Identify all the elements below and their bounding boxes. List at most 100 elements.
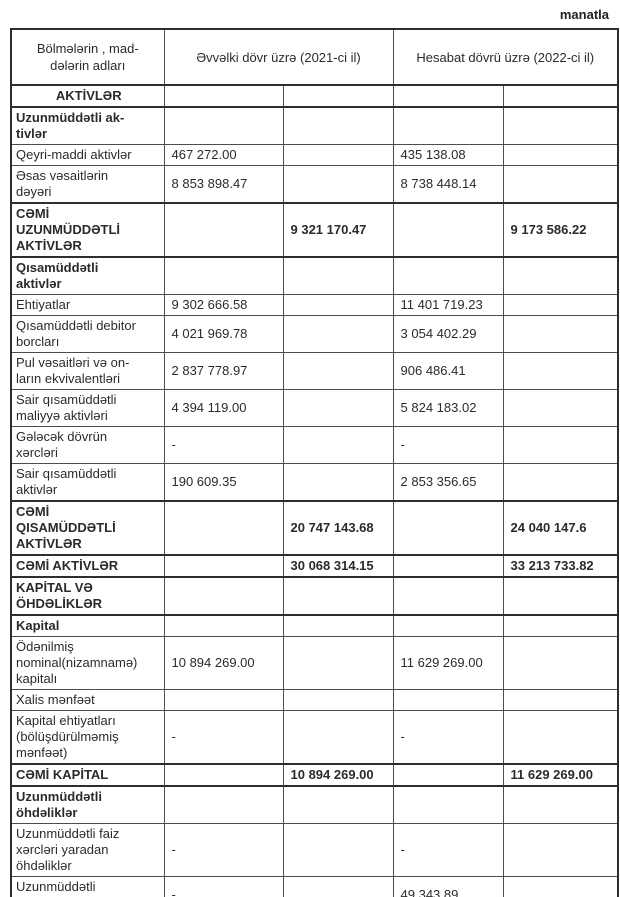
prev-period-total-cell: 9 321 170.47 [282, 202, 394, 258]
prev-period-value-cell: 190 609.35 [163, 463, 284, 502]
row-label-cell: CƏMİ UZUNMÜDDƏTLİ AKTİVLƏR [10, 202, 165, 258]
table-row: Xalis mənfəət [10, 689, 619, 711]
row-label-cell: Sair qısamüddətli aktivlər [10, 463, 165, 502]
table-row: Qısamüddətli aktivlər [10, 256, 619, 295]
prev-period-value-cell [163, 202, 284, 258]
row-label-cell: Əsas vəsaitlərin dəyəri [10, 165, 165, 204]
row-label-cell: Qısamüddətli debitor borcları [10, 315, 165, 353]
table-row: Kapital ehtiyatları (bölüşdürülməmiş mən… [10, 710, 619, 765]
table-body: AKTİVLƏR Uzunmüddətli ak- tivlər Qeyri-m… [10, 84, 619, 897]
table-row: Qısamüddətli debitor borcları 4 021 969.… [10, 315, 619, 353]
prev-period-value-cell [163, 763, 284, 787]
curr-period-total-cell [502, 294, 619, 316]
row-label-cell: Xalis mənfəət [10, 689, 165, 711]
prev-period-total-cell [282, 144, 394, 166]
curr-period-value-cell: 2 853 356.65 [392, 463, 504, 502]
prev-period-total-cell [282, 710, 394, 765]
curr-period-value-cell [392, 500, 504, 556]
curr-period-total-cell [502, 689, 619, 711]
prev-period-total-cell [282, 823, 394, 877]
row-label-cell: KAPİTAL VƏ ÖHDƏLİKLƏR [10, 576, 165, 616]
table-row: Sair qısamüddətli maliyyə aktivləri 4 39… [10, 389, 619, 427]
table-row: Ödənilmiş nominal(nizamnamə) kapitalı 10… [10, 636, 619, 690]
table-row: Sair qısamüddətli aktivlər 190 609.35 2 … [10, 463, 619, 502]
prev-period-value-cell: 467 272.00 [163, 144, 284, 166]
curr-period-value-cell: 5 824 183.02 [392, 389, 504, 427]
column-header-sections: Bölmələrin , mad- dələrin adları [10, 28, 165, 86]
curr-period-total-cell [502, 144, 619, 166]
balance-sheet-table: Bölmələrin , mad- dələrin adları Əvvəlki… [10, 28, 620, 897]
table-row: CƏMİ KAPİTAL 10 894 269.00 11 629 269.00 [10, 763, 619, 787]
curr-period-value-cell: 906 486.41 [392, 352, 504, 390]
curr-period-value-cell [392, 84, 504, 108]
curr-period-total-cell [502, 636, 619, 690]
prev-period-value-cell [163, 554, 284, 578]
curr-period-total-cell [502, 576, 619, 616]
curr-period-total-cell: 24 040 147.6 [502, 500, 619, 556]
prev-period-total-cell [282, 389, 394, 427]
table-row: Qeyri-maddi aktivlər 467 272.00 435 138.… [10, 144, 619, 166]
row-label-cell: Kapital ehtiyatları (bölüşdürülməmiş mən… [10, 710, 165, 765]
curr-period-value-cell [392, 106, 504, 145]
row-label-cell: CƏMİ KAPİTAL [10, 763, 165, 787]
table-row: Pul vəsaitləri və on- ların ekvivalentlə… [10, 352, 619, 390]
row-label-cell: CƏMİ QISAMÜDDƏTLİ AKTİVLƏR [10, 500, 165, 556]
curr-period-total-cell: 33 213 733.82 [502, 554, 619, 578]
currency-unit-label: manatla [559, 7, 609, 22]
curr-period-value-cell [392, 202, 504, 258]
prev-period-total-cell [282, 426, 394, 464]
table-row: AKTİVLƏR [10, 84, 619, 108]
prev-period-total-cell [282, 352, 394, 390]
row-label-cell: Ehtiyatlar [10, 294, 165, 316]
prev-period-value-cell: 9 302 666.58 [163, 294, 284, 316]
row-label-cell: Uzunmüddətli faiz xərcləri yaradan öhdəl… [10, 823, 165, 877]
curr-period-value-cell: 11 401 719.23 [392, 294, 504, 316]
curr-period-total-cell [502, 876, 619, 897]
table-row: Uzunmüddətli ak- tivlər [10, 106, 619, 145]
curr-period-total-cell [502, 315, 619, 353]
table-row: Uzunmüddətli faiz xərcləri yaradan öhdəl… [10, 823, 619, 877]
curr-period-value-cell: 3 054 402.29 [392, 315, 504, 353]
prev-period-total-cell [282, 689, 394, 711]
table-row: CƏMİ QISAMÜDDƏTLİ AKTİVLƏR 20 747 143.68… [10, 500, 619, 556]
table-row: Uzunmüddətli öhdəliklər [10, 785, 619, 824]
row-label-cell: Pul vəsaitləri və on- ların ekvivalentlə… [10, 352, 165, 390]
table-row: Kapital [10, 614, 619, 637]
row-label-cell: Kapital [10, 614, 165, 637]
curr-period-value-cell [392, 576, 504, 616]
curr-period-value-cell [392, 614, 504, 637]
curr-period-value-cell: - [392, 426, 504, 464]
prev-period-value-cell [163, 689, 284, 711]
row-label-cell: Sair qısamüddətli maliyyə aktivləri [10, 389, 165, 427]
curr-period-value-cell [392, 763, 504, 787]
curr-period-total-cell [502, 823, 619, 877]
curr-period-total-cell: 9 173 586.22 [502, 202, 619, 258]
table-header-row: Bölmələrin , mad- dələrin adları Əvvəlki… [10, 28, 619, 86]
row-label-cell: Uzunmüddətli ak- tivlər [10, 106, 165, 145]
row-label-cell: Ödənilmiş nominal(nizamnamə) kapitalı [10, 636, 165, 690]
column-header-previous-period: Əvvəlki dövr üzrə (2021-ci il) [163, 28, 394, 86]
prev-period-value-cell: - [163, 876, 284, 897]
curr-period-total-cell [502, 352, 619, 390]
curr-period-value-cell [392, 689, 504, 711]
curr-period-total-cell [502, 785, 619, 824]
curr-period-total-cell [502, 426, 619, 464]
curr-period-value-cell [392, 785, 504, 824]
curr-period-value-cell: 11 629 269.00 [392, 636, 504, 690]
prev-period-total-cell [282, 876, 394, 897]
curr-period-total-cell [502, 165, 619, 204]
prev-period-value-cell [163, 500, 284, 556]
row-label-cell: Gələcək dövrün xərcləri [10, 426, 165, 464]
prev-period-value-cell [163, 84, 284, 108]
prev-period-total-cell [282, 294, 394, 316]
table-row: CƏMİ AKTİVLƏR 30 068 314.15 33 213 733.8… [10, 554, 619, 578]
prev-period-value-cell: 8 853 898.47 [163, 165, 284, 204]
curr-period-value-cell [392, 256, 504, 295]
prev-period-value-cell: 2 837 778.97 [163, 352, 284, 390]
prev-period-value-cell: - [163, 823, 284, 877]
prev-period-total-cell [282, 106, 394, 145]
curr-period-total-cell [502, 106, 619, 145]
prev-period-total-cell: 10 894 269.00 [282, 763, 394, 787]
prev-period-total-cell: 30 068 314.15 [282, 554, 394, 578]
